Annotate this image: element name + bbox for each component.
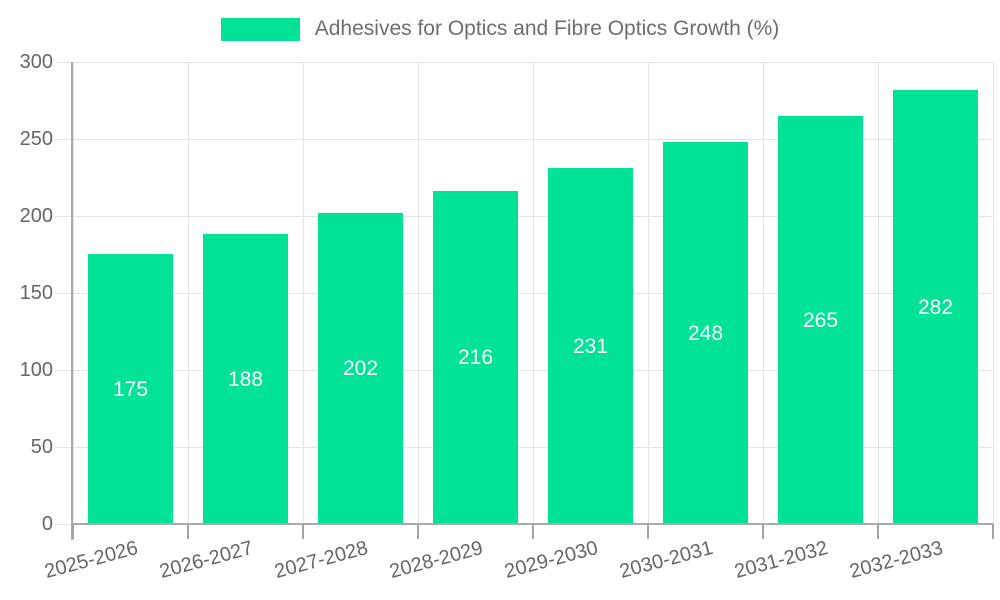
bar-value-label: 188 [227, 367, 264, 391]
gridline-horizontal [55, 446, 993, 448]
bar-2028-2029[interactable]: 216 [433, 191, 518, 524]
bar-2032-2033[interactable]: 282 [893, 90, 978, 524]
x-tick-label: 2028-2029 [387, 537, 486, 584]
gridline-vertical [418, 62, 419, 524]
y-tick-label: 0 [41, 513, 53, 535]
gridline-vertical [73, 62, 74, 524]
x-tick-label: 2026-2027 [157, 537, 256, 584]
bar-value-label: 231 [572, 334, 609, 358]
x-tick-label: 2029-2030 [502, 537, 601, 584]
bar-2026-2027[interactable]: 188 [203, 234, 288, 524]
x-axis-tick [877, 524, 879, 539]
bar-value-label: 175 [112, 377, 149, 401]
gridline-vertical [188, 62, 189, 524]
gridline-vertical [648, 62, 649, 524]
x-tick-label: 2027-2028 [272, 537, 371, 584]
y-tick-label: 200 [19, 205, 53, 227]
y-tick-label: 300 [19, 51, 53, 73]
legend-swatch[interactable] [220, 17, 300, 41]
x-tick-label: 2025-2026 [42, 537, 141, 584]
bar-value-label: 216 [457, 346, 494, 369]
gridline-horizontal [55, 215, 993, 217]
gridline-vertical [763, 62, 764, 524]
y-tick-label: 50 [30, 436, 53, 458]
gridline-horizontal [55, 369, 993, 371]
bar-2029-2030[interactable]: 231 [548, 168, 633, 524]
x-axis-tick [302, 524, 304, 539]
y-tick-label: 150 [19, 282, 53, 304]
y-axis-line [71, 62, 73, 540]
bar-value-label: 248 [687, 321, 724, 345]
bar-2030-2031[interactable]: 248 [663, 142, 748, 524]
gridline-vertical [878, 62, 879, 524]
y-tick-label: 250 [19, 128, 53, 150]
gridline-vertical [993, 62, 994, 524]
bar-2027-2028[interactable]: 202 [318, 213, 403, 524]
x-tick-label: 2031-2032 [732, 537, 831, 584]
bar-value-label: 202 [342, 357, 379, 380]
gridline-horizontal [55, 138, 993, 140]
gridline-vertical [303, 62, 304, 524]
x-axis-tick [992, 524, 994, 539]
x-axis-tick [417, 524, 419, 539]
y-tick-label: 100 [19, 359, 53, 381]
bar-2025-2026[interactable]: 175 [88, 254, 173, 524]
bar-value-label: 282 [917, 295, 954, 319]
x-axis-tick [762, 524, 764, 539]
gridline-horizontal [55, 292, 993, 294]
x-axis-tick [187, 524, 189, 539]
x-tick-label: 2030-2031 [617, 537, 716, 584]
bar-2031-2032[interactable]: 265 [778, 116, 863, 524]
gridline-horizontal [55, 61, 993, 63]
x-tick-label: 2032-2033 [847, 537, 946, 584]
legend-label: Adhesives for Optics and Fibre Optics Gr… [314, 17, 780, 40]
gridline-vertical [533, 62, 534, 524]
chart-legend[interactable]: Adhesives for Optics and Fibre Optics Gr… [0, 17, 1000, 41]
plot-area: 175 188 202 216 231 248 265 282 [55, 61, 994, 540]
x-axis-tick [72, 524, 74, 539]
bar-value-label: 265 [802, 308, 839, 332]
x-axis-tick [647, 524, 649, 539]
x-axis-tick [532, 524, 534, 539]
